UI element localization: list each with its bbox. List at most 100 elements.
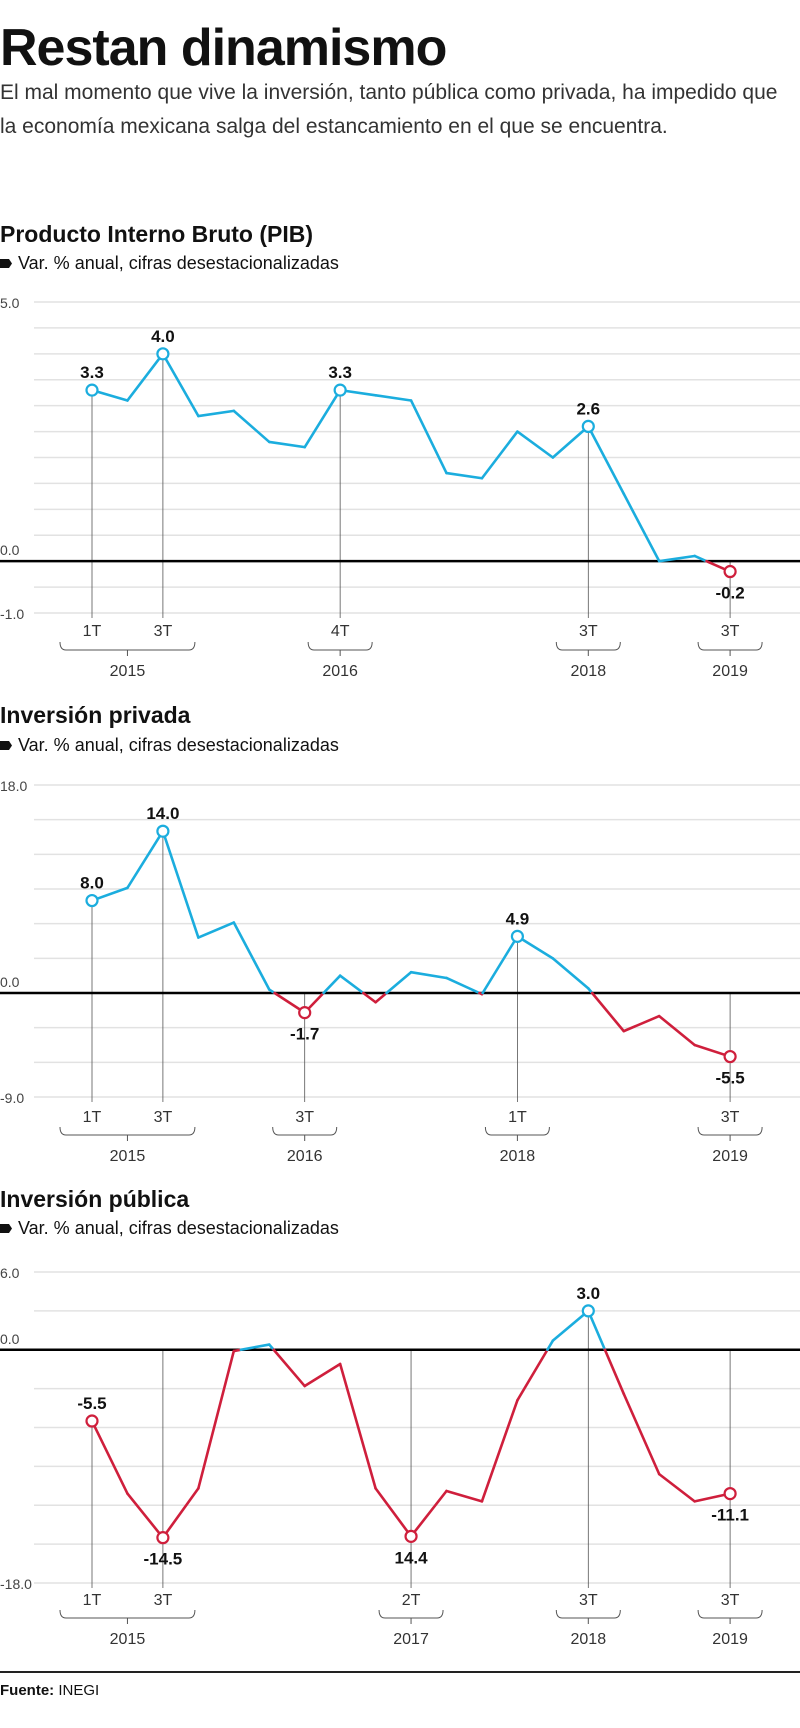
series-segment [197, 409, 236, 418]
series-segment [546, 1339, 555, 1352]
series-segment [338, 1362, 377, 1490]
y-tick-label: 6.0 [0, 1265, 20, 1281]
year-bracket [59, 1609, 196, 1624]
data-label: -11.1 [711, 1506, 749, 1525]
data-point-marker [156, 1531, 170, 1545]
series-segment [693, 554, 708, 563]
y-tick-label: 0.0 [0, 542, 20, 558]
year-label: 2015 [110, 1148, 146, 1165]
y-tick-label: 18.0 [0, 778, 27, 794]
series-segment [603, 1348, 626, 1396]
data-point-marker [404, 1529, 418, 1543]
chart-title-pib: Producto Interno Bruto (PIB) [0, 221, 314, 247]
year-bracket [697, 1126, 763, 1141]
series-segment [409, 399, 448, 475]
series-segment [551, 1309, 590, 1342]
data-label: 4.0 [151, 327, 175, 346]
x-tick-label: 3T [721, 623, 740, 640]
data-point-marker [510, 929, 525, 943]
data-point-marker [156, 347, 170, 361]
page-title: Restan dinamismo [0, 19, 447, 77]
year-bracket [307, 641, 373, 656]
chart-inversion-privada: 18.0 0.0 -9.0 8.0 14.0 -1.7 4.9 -5.5 1T 3T 3T 1T 3T 2… [0, 778, 800, 1165]
series-segment [657, 554, 696, 563]
tag-icon [0, 741, 12, 750]
subtitle-text: Var. % anual, cifras desestacionalizadas [18, 1218, 339, 1238]
chart-subtitle-inversion-publica: Var. % anual, cifras desestacionalizadas [0, 1218, 339, 1239]
series-segment [232, 921, 271, 991]
series-segment [622, 492, 661, 563]
footer-divider [0, 1671, 800, 1673]
year-bracket [555, 1609, 621, 1624]
year-label: 2018 [571, 663, 607, 680]
subtitle-text: Var. % anual, cifras desestacionalizadas [18, 735, 339, 755]
data-point-marker [581, 419, 595, 433]
chart-inversion-publica: 6.0 0.0 -18.0 -5.5 -14.5 14.4 3.0 -11.1 1T 3T 2T 3T… [0, 1265, 800, 1648]
x-tick-label: 1T [83, 1109, 102, 1126]
x-tick-label: 3T [721, 1109, 740, 1126]
x-tick-label: 2T [402, 1592, 421, 1609]
data-label: 3.3 [328, 363, 352, 382]
data-label: 14.0 [146, 804, 179, 823]
series-segment [480, 1398, 519, 1503]
year-label: 2018 [571, 1631, 607, 1648]
source-label: Fuente: [0, 1682, 55, 1699]
data-label: 3.0 [576, 1284, 600, 1303]
series-segment [90, 1419, 129, 1495]
tag-icon [0, 259, 12, 268]
source: Fuente: INEGI [0, 1682, 99, 1699]
data-label: 4.9 [506, 909, 530, 928]
series-segment [516, 935, 555, 960]
year-label: 2019 [712, 663, 748, 680]
series-segment [239, 1343, 271, 1352]
series-segment [197, 921, 236, 939]
tag-icon [0, 1224, 12, 1233]
series-segment [481, 935, 519, 995]
chart-subtitle-pib: Var. % anual, cifras desestacionalizadas [0, 253, 339, 274]
data-point-marker [298, 1006, 312, 1020]
series-segment [161, 352, 200, 418]
series-segment [622, 1392, 661, 1476]
year-bracket [697, 641, 763, 656]
source-value: INEGI [58, 1682, 100, 1699]
series-segment [374, 1487, 413, 1538]
chart-title-inversion-publica: Inversión pública [0, 1186, 190, 1212]
data-label: 14.4 [395, 1548, 429, 1567]
x-tick-label: 1T [83, 623, 102, 640]
year-bracket [59, 641, 196, 656]
series-segment [409, 1489, 448, 1538]
x-tick-label: 4T [331, 623, 350, 640]
x-tick-label: 3T [154, 1109, 173, 1126]
series-segment [622, 1014, 661, 1033]
year-bracket [59, 1126, 196, 1141]
series-segment [445, 1489, 484, 1503]
series-segment [126, 829, 165, 890]
year-bracket [697, 1609, 763, 1624]
series-segment [161, 1487, 200, 1539]
data-point-marker [85, 893, 99, 908]
series-segment [445, 471, 484, 480]
data-label: 8.0 [80, 874, 104, 893]
data-label: -1.7 [290, 1025, 319, 1044]
series-segment [516, 430, 555, 459]
data-label: 2.6 [576, 399, 600, 418]
x-tick-label: 3T [579, 623, 598, 640]
series-segment [232, 409, 271, 444]
data-point-marker [85, 383, 99, 397]
y-tick-label: 0.0 [0, 974, 20, 990]
x-tick-label: 1T [83, 1592, 102, 1609]
y-tick-label: -9.0 [0, 1090, 24, 1106]
x-tick-label: 3T [154, 623, 173, 640]
data-label: -0.2 [715, 584, 744, 603]
series-segment [272, 1348, 307, 1388]
year-bracket [378, 1609, 444, 1624]
series-segment [657, 1472, 696, 1503]
series-segment [480, 430, 519, 480]
year-label: 2015 [110, 663, 146, 680]
year-label: 2016 [322, 663, 358, 680]
series-segment [267, 440, 307, 449]
series-segment [551, 425, 590, 459]
y-tick-label: -18.0 [0, 1576, 32, 1592]
series-segment [590, 991, 626, 1033]
year-label: 2019 [712, 1631, 748, 1648]
